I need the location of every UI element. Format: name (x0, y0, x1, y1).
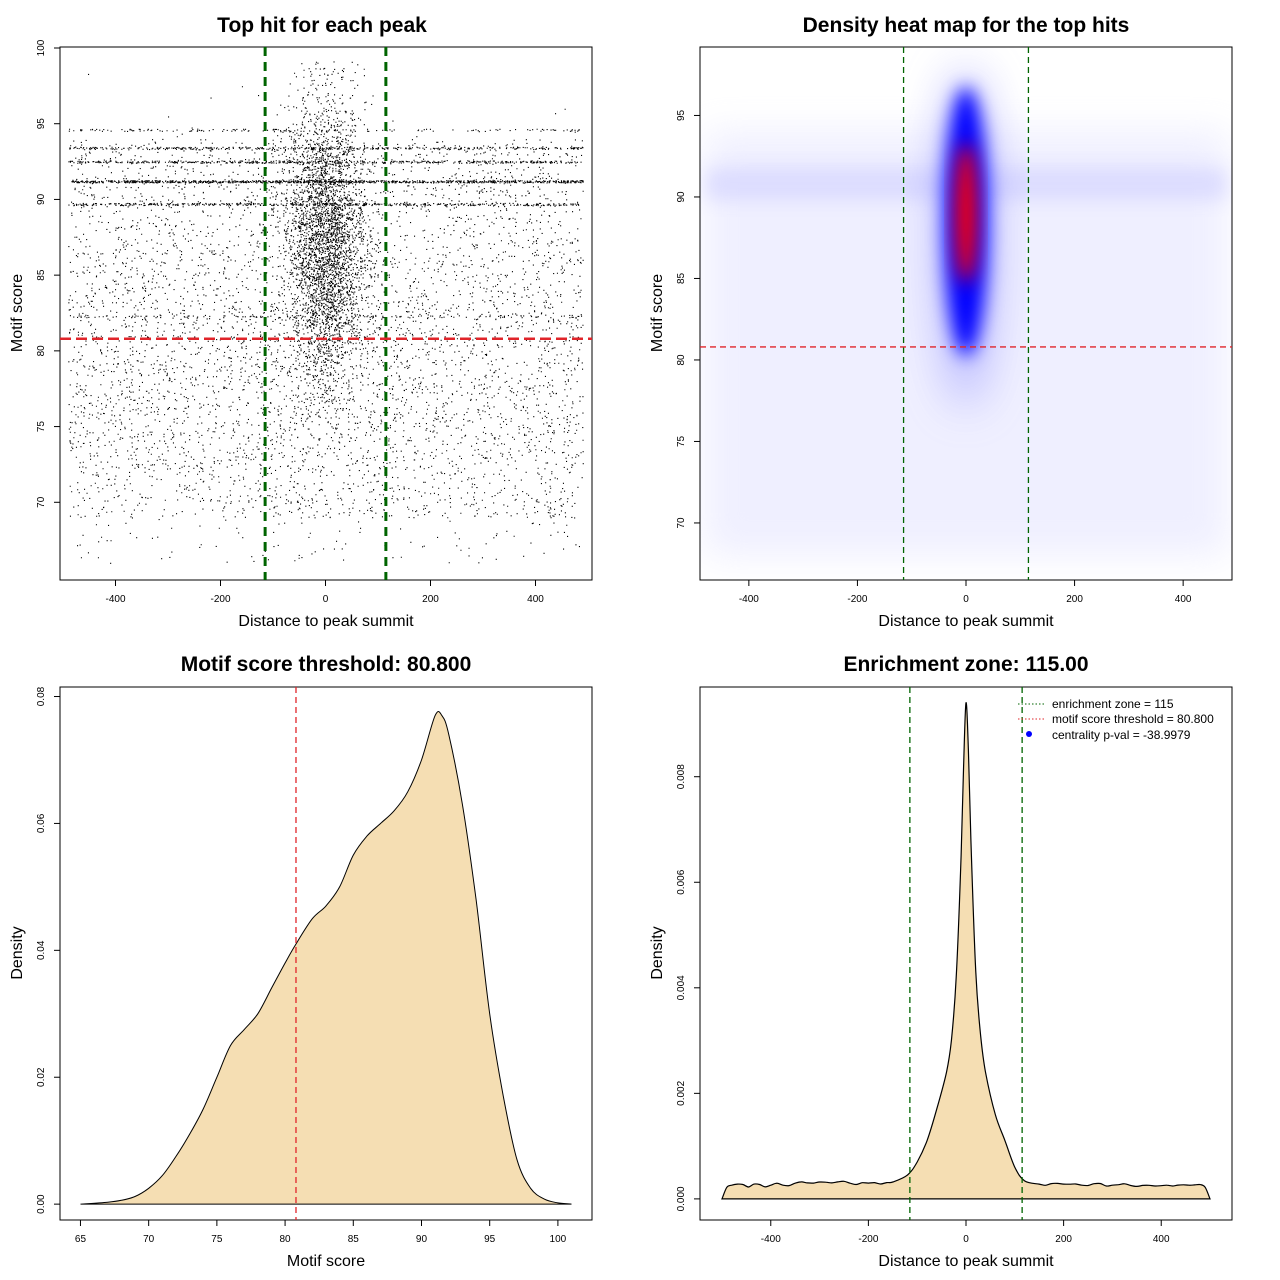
y-axis-label: Density (649, 926, 666, 979)
x-tick-label: 85 (348, 1234, 360, 1245)
y-tick-label: 0.00 (36, 1194, 47, 1214)
y-tick-label: 0.006 (676, 869, 687, 894)
y-tick-label: 0.000 (676, 1186, 687, 1211)
y-tick-label: 0.002 (676, 1080, 687, 1105)
chart-title: Motif score threshold: 80.800 (181, 653, 472, 676)
x-tick-label: 100 (550, 1234, 567, 1245)
axis-ticks: 65 70 75 80 85 90 95 100 0.00 0.02 0.04 0.06 0.08 (36, 686, 567, 1245)
legend: enrichment zone = 115 motif score thresh… (1018, 697, 1214, 742)
reference-lines (60, 47, 592, 580)
y-axis-label: Motif score (9, 274, 26, 352)
y-axis-label: Density (9, 926, 26, 979)
y-tick-label: 0.02 (36, 1067, 47, 1087)
y-tick-label: 90 (676, 191, 687, 203)
x-tick-label: 75 (211, 1234, 223, 1245)
x-tick-label: 400 (1153, 1234, 1170, 1245)
reference-lines (909, 687, 1023, 1220)
y-tick-label: 80 (36, 345, 47, 357)
density-area (80, 711, 572, 1205)
x-tick-label: 200 (1066, 594, 1083, 605)
legend-label-threshold: motif score threshold = 80.800 (1052, 712, 1214, 726)
y-tick-label: 0.008 (676, 764, 687, 789)
density-peak (955, 143, 977, 284)
distance-density-panel: -400 -200 0 200 400 0.000 0.002 0.004 0.006 0.008… (649, 653, 1233, 1270)
y-tick-label: 70 (36, 496, 47, 508)
axis-ticks: -400 -200 0 200 400 0.000 0.002 0.004 0.006 0.008 (676, 764, 1170, 1245)
density-line (721, 702, 1211, 1200)
x-tick-label: 90 (416, 1234, 428, 1245)
y-tick-label: 70 (676, 517, 687, 529)
x-tick-label: -200 (858, 1234, 878, 1245)
scatter-point-cloud (68, 61, 584, 564)
chart-title: Density heat map for the top hits (803, 14, 1130, 37)
density-line (80, 711, 572, 1205)
y-tick-label: 90 (36, 193, 47, 205)
x-tick-label: -400 (761, 1234, 781, 1245)
y-tick-label: 0.004 (676, 975, 687, 1000)
y-tick-label: 85 (36, 269, 47, 281)
score-density-panel: 65 70 75 80 85 90 95 100 0.00 0.02 0.04 0.06 0.08 Mo… (9, 653, 593, 1270)
y-tick-label: 75 (36, 421, 47, 433)
x-tick-label: -400 (105, 594, 125, 605)
x-tick-label: 95 (484, 1234, 496, 1245)
x-tick-label: 200 (1055, 1234, 1072, 1245)
x-tick-label: 0 (963, 594, 969, 605)
scatter-points (68, 61, 584, 564)
reference-lines (700, 47, 1232, 580)
y-tick-label: 85 (676, 272, 687, 284)
x-axis-label: Distance to peak summit (878, 1253, 1054, 1270)
legend-label-centrality: centrality p-val = -38.9979 (1052, 728, 1191, 742)
plot-frame (59, 686, 593, 1221)
heatmap-image (700, 47, 1232, 580)
chart-title: Enrichment zone: 115.00 (843, 653, 1088, 676)
scatter-panel: -400 -200 0 200 400 70 75 80 85 90 95 100 Top hit f… (9, 14, 593, 630)
y-axis-label: Motif score (649, 274, 666, 352)
axis-ticks: -400 -200 0 200 400 70 75 80 85 90 95 (676, 109, 1192, 605)
density-area (722, 702, 1210, 1199)
y-tick-label: 100 (36, 39, 47, 56)
y-tick-label: 95 (36, 118, 47, 130)
legend-key-centrality (1026, 731, 1032, 737)
x-tick-label: -400 (739, 594, 759, 605)
x-tick-label: 70 (143, 1234, 155, 1245)
chart-title: Top hit for each peak (217, 14, 427, 37)
y-tick-label: 95 (676, 109, 687, 121)
y-tick-label: 0.04 (36, 940, 47, 960)
x-tick-label: 0 (323, 594, 329, 605)
x-tick-label: 200 (422, 594, 439, 605)
y-tick-label: 0.06 (36, 813, 47, 833)
legend-label-enrichment-zone: enrichment zone = 115 (1052, 697, 1174, 711)
x-tick-label: 400 (1175, 594, 1192, 605)
x-axis-label: Distance to peak summit (238, 613, 414, 630)
y-tick-label: 0.08 (36, 686, 47, 706)
heatmap-panel: -400 -200 0 200 400 70 75 80 85 90 95 Density heat… (649, 14, 1233, 630)
x-tick-label: 400 (527, 594, 544, 605)
x-tick-label: -200 (210, 594, 230, 605)
y-tick-label: 75 (676, 435, 687, 447)
y-tick-label: 80 (676, 354, 687, 366)
x-tick-label: 80 (280, 1234, 292, 1245)
x-axis-label: Distance to peak summit (878, 613, 1054, 630)
x-tick-label: -200 (847, 594, 867, 605)
x-tick-label: 0 (963, 1234, 969, 1245)
x-tick-label: 65 (75, 1234, 87, 1245)
x-axis-label: Motif score (287, 1253, 365, 1270)
axis-ticks: -400 -200 0 200 400 70 75 80 85 90 95 100 (36, 39, 544, 605)
